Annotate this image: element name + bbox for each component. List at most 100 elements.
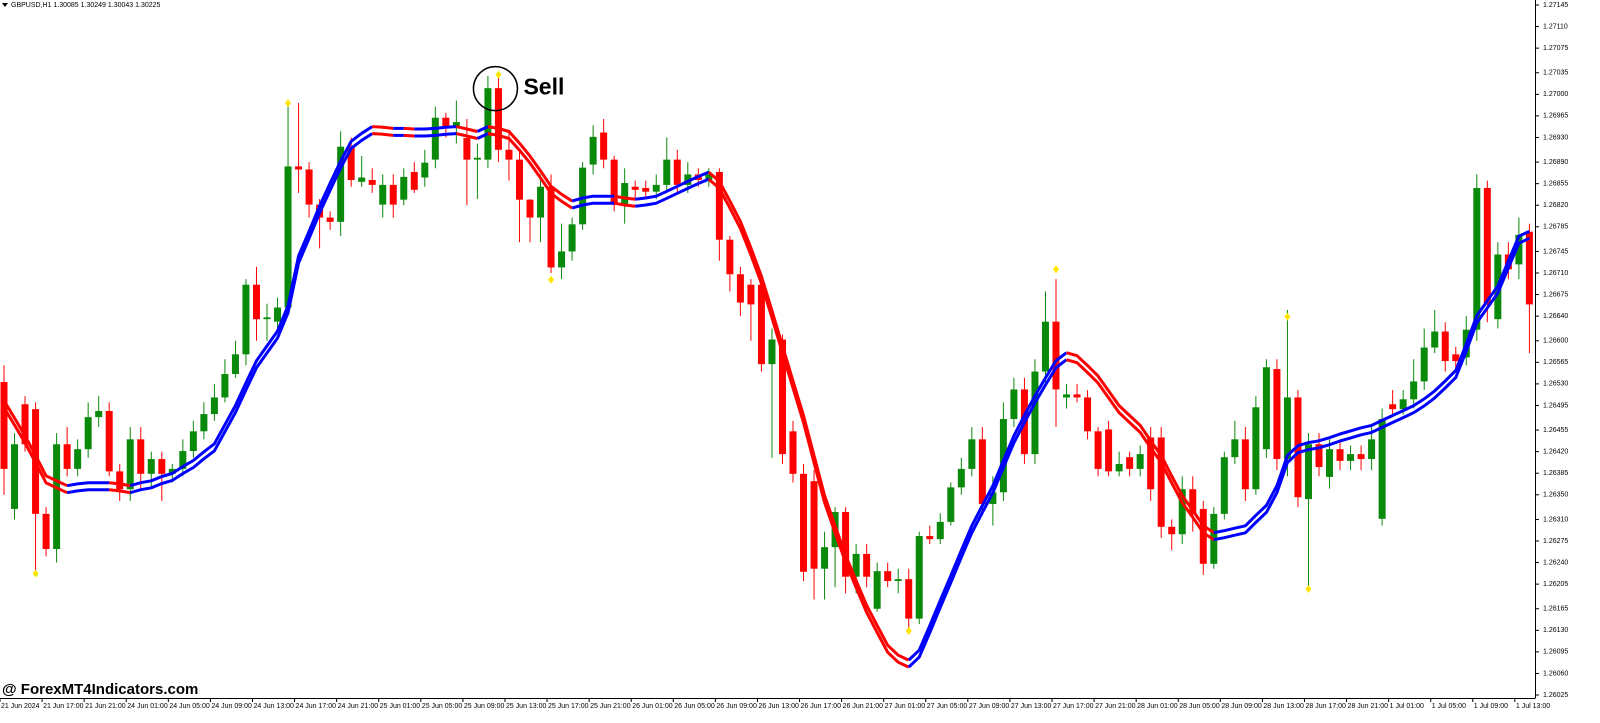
- x-tick-label: 27 Jun 01:00: [885, 703, 926, 710]
- x-tick-label: 25 Jun 05:00: [422, 703, 463, 710]
- ma-line: [1066, 358, 1215, 541]
- y-tick-label: 1.27110: [1543, 23, 1568, 30]
- signal-arrow: [548, 275, 555, 284]
- candle-body: [326, 217, 334, 222]
- candle-body: [284, 166, 292, 308]
- candle-body: [1368, 439, 1376, 460]
- candle-body: [0, 382, 8, 469]
- candle-body: [789, 431, 797, 474]
- x-tick-label: 26 Jun 21:00: [843, 703, 884, 710]
- candle-body: [905, 579, 913, 619]
- ma-line: [476, 132, 489, 140]
- candle-body: [431, 117, 439, 160]
- candle-body: [1315, 444, 1323, 468]
- y-tick-label: 1.26205: [1543, 581, 1568, 588]
- candle-body: [158, 459, 166, 474]
- y-tick-label: 1.26165: [1543, 606, 1568, 613]
- ma-line: [372, 132, 394, 137]
- signal-arrow: [1305, 585, 1312, 594]
- candle-body: [1473, 187, 1481, 330]
- ma-line: [1213, 229, 1531, 535]
- candle-body: [884, 571, 892, 582]
- candle-body: [537, 186, 545, 218]
- candle-body: [400, 176, 408, 200]
- candle-body: [168, 468, 176, 474]
- x-tick-label: 28 Jun 05:00: [1179, 703, 1220, 710]
- symbol-menu-icon: [2, 3, 8, 7]
- candle-body: [1073, 394, 1081, 398]
- ma-line: [571, 194, 615, 203]
- watermark: @ ForexMT4Indicators.com: [2, 681, 198, 698]
- candle-body: [421, 162, 429, 178]
- candle-body: [1052, 321, 1060, 390]
- candle-body: [1262, 367, 1270, 450]
- ma-line: [66, 481, 110, 488]
- candle-body: [442, 117, 450, 128]
- candle-body: [231, 354, 239, 375]
- x-tick-label: 27 Jun 09:00: [969, 703, 1010, 710]
- candle-body: [842, 512, 850, 577]
- x-tick-label: 24 Jun 13:00: [253, 703, 294, 710]
- plot-area: Sell: [0, 65, 1533, 669]
- candle-body: [715, 171, 723, 240]
- candle-body: [1441, 331, 1449, 362]
- candle-body: [1168, 526, 1176, 535]
- candle-body: [1136, 454, 1144, 469]
- candle-body: [116, 471, 124, 490]
- candle-body: [652, 184, 660, 192]
- candle-body: [484, 88, 492, 160]
- candle-body: [800, 473, 808, 572]
- ma-line: [129, 132, 374, 495]
- x-tick-label: 25 Jun 01:00: [380, 703, 421, 710]
- candle-body: [505, 149, 513, 160]
- candle-body: [558, 251, 566, 268]
- signal-arrow: [905, 626, 912, 635]
- candle-body: [1115, 463, 1123, 472]
- ma-line: [456, 132, 478, 140]
- candle-body: [957, 468, 965, 488]
- x-tick-label: 27 Jun 21:00: [1095, 703, 1136, 710]
- ma-line: [707, 171, 910, 662]
- x-tick-label: 28 Jun 09:00: [1221, 703, 1262, 710]
- candle-body: [1357, 454, 1365, 460]
- y-tick-label: 1.26675: [1543, 291, 1568, 298]
- candle-body: [1525, 231, 1533, 305]
- candle-body: [263, 317, 271, 320]
- candle-body: [252, 284, 260, 320]
- ma-line: [487, 125, 573, 203]
- candle-body: [95, 410, 103, 418]
- candle-body: [21, 404, 29, 445]
- candle-body: [1304, 444, 1312, 500]
- candle-body: [978, 439, 986, 505]
- ma-line: [571, 201, 615, 210]
- candle-body: [1283, 397, 1291, 460]
- candle-body: [600, 132, 608, 160]
- x-tick-label: 24 Jun 21:00: [338, 703, 379, 710]
- candle-body: [631, 186, 639, 190]
- candle-body: [379, 184, 387, 205]
- candle-body: [1420, 347, 1428, 382]
- ma-line: [456, 125, 478, 133]
- candle-body: [947, 487, 955, 522]
- y-tick-label: 1.27075: [1543, 45, 1568, 52]
- candle-body: [1273, 369, 1281, 460]
- candle-body: [1063, 394, 1071, 398]
- x-tick-label: 26 Jun 09:00: [716, 703, 757, 710]
- x-tick-label: 27 Jun 05:00: [927, 703, 968, 710]
- x-tick-label: 1 Jul 05:00: [1432, 703, 1466, 710]
- candle-body: [747, 284, 755, 305]
- y-tick-label: 1.26530: [1543, 381, 1568, 388]
- annotation-circle: [472, 65, 519, 112]
- candle-body: [705, 174, 713, 180]
- candle-body: [1189, 489, 1197, 514]
- candle-body: [1378, 419, 1386, 519]
- candle-body: [684, 174, 692, 185]
- ma-line: [487, 132, 573, 210]
- signal-arrow: [285, 98, 292, 107]
- ma-line: [1066, 351, 1215, 534]
- candle-body: [11, 444, 19, 509]
- candle-body: [189, 431, 197, 452]
- candle-body: [610, 159, 618, 205]
- candle-body: [821, 547, 829, 569]
- candle-body: [42, 513, 50, 549]
